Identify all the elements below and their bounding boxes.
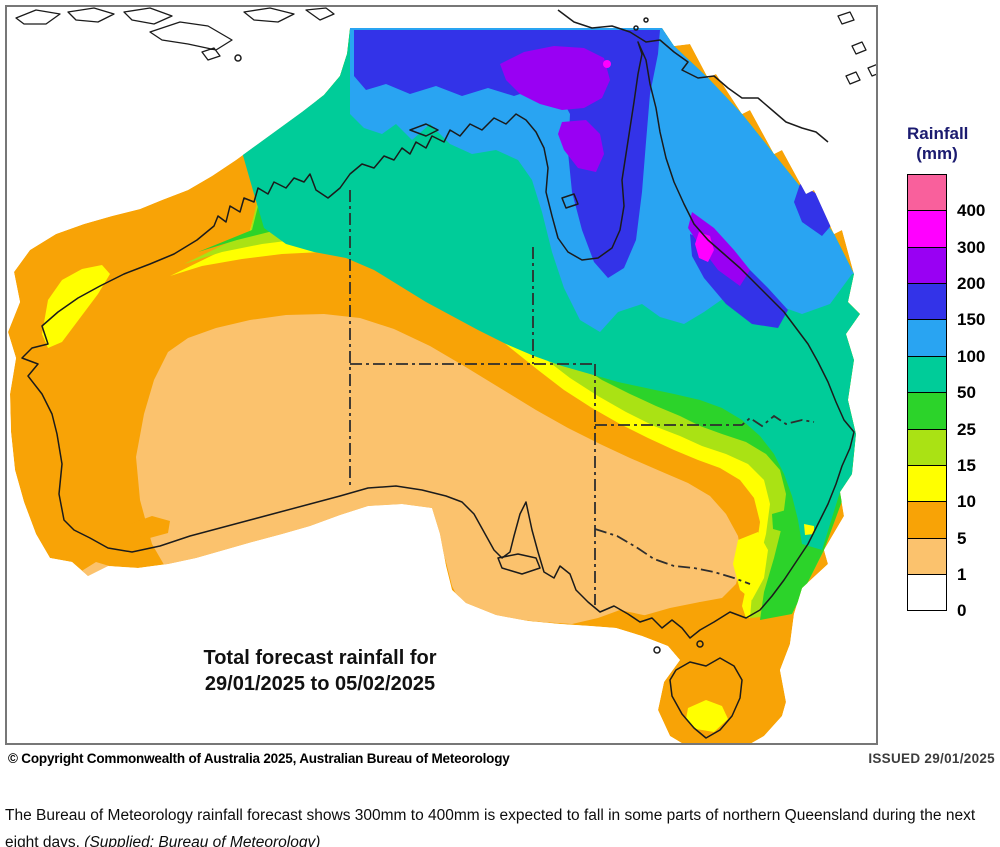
legend-row: 0 xyxy=(907,574,966,620)
coastline-kangaroo-island xyxy=(497,553,541,575)
legend-label: 15 xyxy=(957,455,976,475)
footer-bar: © Copyright Commonwealth of Australia 20… xyxy=(8,751,995,766)
coastline-groote xyxy=(561,193,579,209)
legend-swatch xyxy=(907,282,947,321)
patch-albany-orange xyxy=(130,516,170,539)
png-coastline xyxy=(557,9,829,143)
caption-text: The Bureau of Meteorology rainfall forec… xyxy=(5,802,996,847)
legend-swatch xyxy=(907,501,947,539)
legend: Rainfall (mm) 400 300 200 150 100 50 25 15 10 5 1 0 xyxy=(893,124,998,620)
band-200-300mm-gulf2 xyxy=(558,120,604,172)
indonesia-islet xyxy=(234,54,242,62)
caption-credit: (Supplied: Bureau of Meteorology) xyxy=(84,834,321,847)
legend-swatch xyxy=(907,392,947,430)
legend-label: 1 xyxy=(957,565,967,585)
legend-swatch xyxy=(907,246,947,284)
legend-label: 0 xyxy=(957,601,967,621)
legend-label: 5 xyxy=(957,528,967,548)
legend-label: 200 xyxy=(957,273,986,293)
legend-title: Rainfall (mm) xyxy=(907,124,969,165)
patch-alpine-yellow xyxy=(733,532,768,600)
patch-nsw-teal xyxy=(818,452,838,474)
legend-row: 5 xyxy=(907,501,966,548)
patch-nsw-yellow xyxy=(804,524,814,535)
legend-swatch xyxy=(907,210,947,248)
legend-label: 50 xyxy=(957,383,976,403)
legend-row: 200 xyxy=(907,246,985,293)
legend-row: 15 xyxy=(907,428,976,475)
australia-rainfall-map: Total forecast rainfall for 29/01/2025 t… xyxy=(8,7,876,743)
bass-strait-island xyxy=(696,640,704,648)
legend-swatch xyxy=(907,574,947,612)
legend-swatch xyxy=(907,319,947,357)
legend-title-line1: Rainfall xyxy=(907,124,969,143)
indonesia-islands xyxy=(15,7,335,61)
state-border-murray xyxy=(594,528,751,585)
legend-label: 300 xyxy=(957,237,986,257)
band-1-5mm xyxy=(80,314,742,624)
legend-label: 100 xyxy=(957,346,986,366)
legend-label: 150 xyxy=(957,310,986,330)
legend-label: 10 xyxy=(957,492,976,512)
band-150-200mm-coast xyxy=(794,184,836,236)
legend-label: 25 xyxy=(957,419,976,439)
coastline-tasmania xyxy=(669,657,743,739)
patch-nsw-green xyxy=(772,510,790,532)
copyright-text: © Copyright Commonwealth of Australia 20… xyxy=(8,751,510,766)
map-title-line2: 29/01/2025 to 05/02/2025 xyxy=(205,673,435,695)
map-title-line1: Total forecast rainfall for xyxy=(203,647,436,669)
legend-swatch xyxy=(907,173,947,212)
coastline-mainland xyxy=(21,41,855,639)
patch-pilbara-yellow xyxy=(42,265,110,348)
legend-swatch xyxy=(907,428,947,466)
legend-row: 100 xyxy=(907,319,985,366)
legend-rows: 400 300 200 150 100 50 25 15 10 5 1 0 xyxy=(907,173,998,620)
issued-text: ISSUED 29/01/2025 xyxy=(868,751,995,766)
legend-row: 25 xyxy=(907,392,976,439)
legend-row: 50 xyxy=(907,355,976,402)
bass-strait-island xyxy=(653,646,661,654)
legend-row: 1 xyxy=(907,537,966,584)
state-border-qld-nsw xyxy=(595,414,815,428)
legend-row: 400 xyxy=(907,173,985,220)
band-200-300mm-gulf xyxy=(500,46,610,110)
legend-title-line2: (mm) xyxy=(916,144,958,164)
torres-islet xyxy=(633,25,639,31)
band-300-400mm-spot xyxy=(603,60,611,68)
legend-swatch xyxy=(907,464,947,503)
coral-sea-islands xyxy=(837,11,876,85)
band-5-10mm-southeast xyxy=(618,602,792,743)
legend-row: 10 xyxy=(907,464,976,511)
band-300-400mm xyxy=(695,232,714,262)
patch-tasmania-yellow xyxy=(686,700,728,732)
legend-row: 300 xyxy=(907,210,985,257)
map-panel: Total forecast rainfall for 29/01/2025 t… xyxy=(5,5,878,745)
coastline-tiwi-islands xyxy=(409,123,439,137)
legend-swatch xyxy=(907,537,947,576)
rainfall-field xyxy=(8,28,860,743)
caption-body: The Bureau of Meteorology rainfall forec… xyxy=(5,806,976,847)
legend-row: 150 xyxy=(907,282,985,329)
legend-label: 400 xyxy=(957,201,986,221)
legend-swatch xyxy=(907,355,947,394)
torres-islet xyxy=(643,17,649,23)
